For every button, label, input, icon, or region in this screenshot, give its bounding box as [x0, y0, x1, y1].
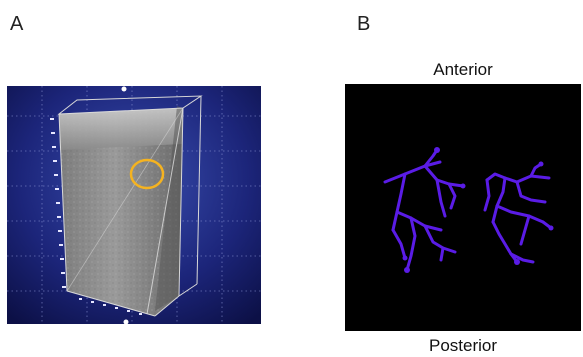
anterior-caption: Anterior — [433, 60, 493, 79]
oct-volume-render-graphic — [7, 86, 261, 324]
oct-volume-image — [7, 86, 261, 324]
vessel-segmentation-image — [345, 84, 581, 331]
panel-a-label: A — [10, 13, 24, 35]
posterior-caption: Posterior — [428, 336, 498, 355]
highlight-circle — [129, 158, 165, 190]
panel-b-label: B — [357, 13, 371, 35]
vessel-network-graphic — [383, 147, 554, 273]
